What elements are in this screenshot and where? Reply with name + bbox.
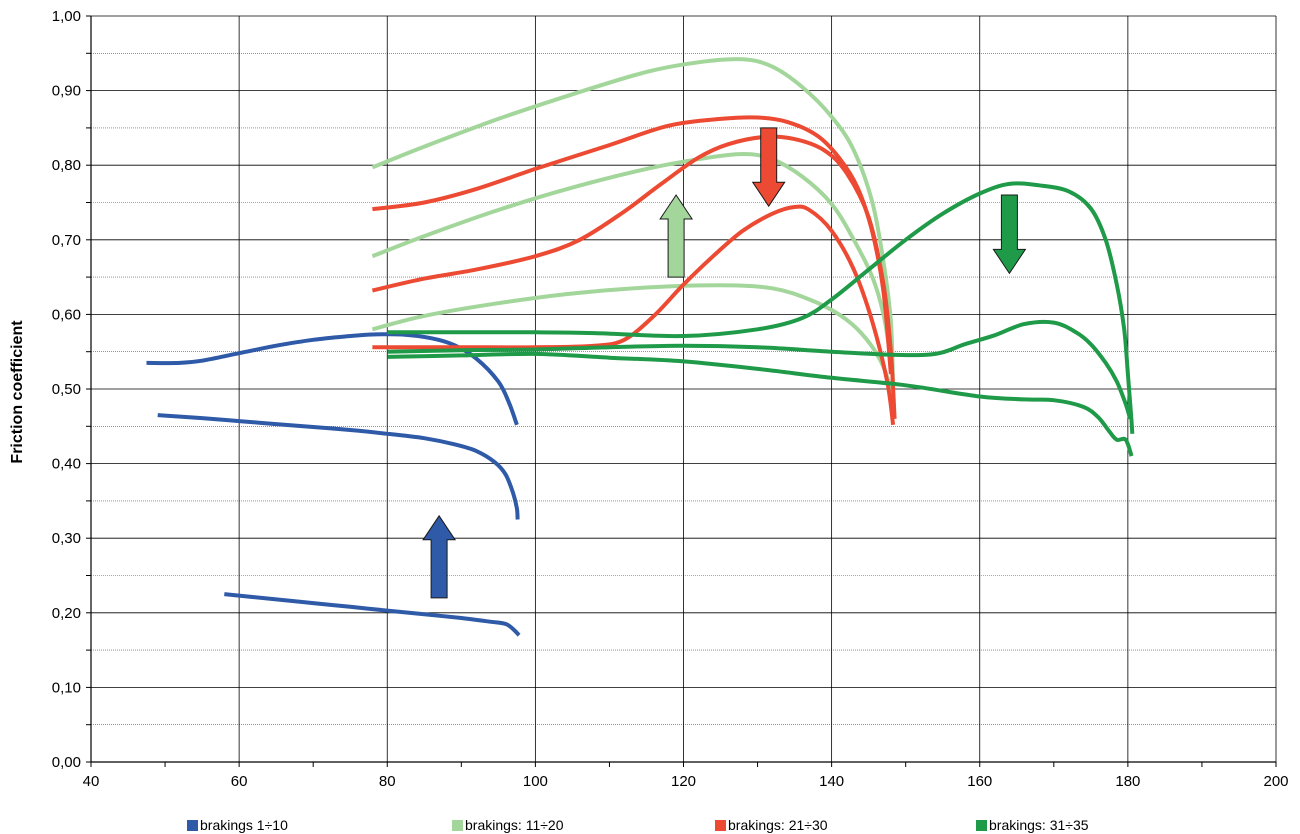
series-line-4 bbox=[371, 57, 896, 390]
x-tick-label: 140 bbox=[819, 773, 844, 790]
y-tick-label: 0,00 bbox=[52, 754, 81, 771]
series-line-6 bbox=[371, 283, 895, 405]
y-tick-label: 0,40 bbox=[52, 456, 81, 473]
series-line-10 bbox=[387, 181, 1135, 434]
series-line-12 bbox=[387, 351, 1134, 457]
y-tick-label: 0,10 bbox=[52, 679, 81, 696]
legend-item-2: brakings: 11÷20 bbox=[452, 817, 564, 833]
legend-label-4: brakings: 31÷35 bbox=[989, 817, 1089, 833]
series-line-11 bbox=[387, 319, 1133, 420]
trend-arrows bbox=[422, 127, 1027, 599]
x-tick-label: 120 bbox=[671, 773, 696, 790]
y-tick-label: 0,30 bbox=[52, 530, 81, 547]
y-tick-labels: 0,00 0,10 0,20 0,30 0,40 0,50 0,60 0,70 0,80 0,90… bbox=[52, 8, 81, 771]
trend-arrow-up-2 bbox=[659, 194, 694, 278]
x-tick-label: 40 bbox=[83, 773, 100, 790]
y-axis-label: Friction coefficient bbox=[9, 320, 26, 464]
y-tick-label: 0,60 bbox=[52, 306, 81, 323]
legend-swatch-4 bbox=[976, 819, 987, 831]
trend-arrow-down-3 bbox=[751, 127, 786, 208]
legend-label-3: brakings: 21÷30 bbox=[728, 817, 828, 833]
x-tick-label: 200 bbox=[1263, 773, 1288, 790]
x-tick-label: 160 bbox=[967, 773, 992, 790]
series-line-1 bbox=[146, 332, 519, 426]
legend-label-2: brakings: 11÷20 bbox=[465, 817, 564, 833]
series-line-3 bbox=[224, 592, 521, 637]
series-line-8 bbox=[371, 134, 897, 419]
legend-swatch-1 bbox=[187, 819, 198, 831]
y-tick-label: 0,70 bbox=[52, 232, 81, 249]
y-tick-label: 1,00 bbox=[52, 8, 81, 25]
y-tick-label: 0,80 bbox=[52, 157, 81, 174]
x-tick-label: 80 bbox=[379, 773, 396, 790]
legend-swatch-2 bbox=[452, 819, 463, 831]
series-line-5 bbox=[371, 152, 893, 360]
legend-swatch-3 bbox=[715, 819, 726, 831]
x-tick-label: 180 bbox=[1115, 773, 1140, 790]
chart-series bbox=[146, 57, 1135, 637]
chart-legend: brakings 1÷10 brakings: 11÷20 brakings: … bbox=[0, 815, 1300, 834]
y-tick-label: 0,50 bbox=[52, 381, 81, 398]
chart-axes bbox=[86, 15, 1277, 767]
legend-item-1: brakings 1÷10 bbox=[187, 817, 288, 833]
y-tick-label: 0,90 bbox=[52, 83, 81, 100]
legend-item-3: brakings: 21÷30 bbox=[715, 817, 828, 833]
x-tick-labels: 40 60 80 100 120 140 160 180 200 bbox=[83, 773, 1289, 790]
x-tick-label: 60 bbox=[231, 773, 248, 790]
legend-label-1: brakings 1÷10 bbox=[200, 817, 288, 833]
x-tick-label: 100 bbox=[523, 773, 548, 790]
legend-item-4: brakings: 31÷35 bbox=[976, 817, 1089, 833]
y-tick-label: 0,20 bbox=[52, 605, 81, 622]
series-line-2 bbox=[157, 413, 520, 520]
trend-arrow-down-4 bbox=[992, 194, 1027, 275]
trend-arrow-up-1 bbox=[422, 514, 457, 599]
